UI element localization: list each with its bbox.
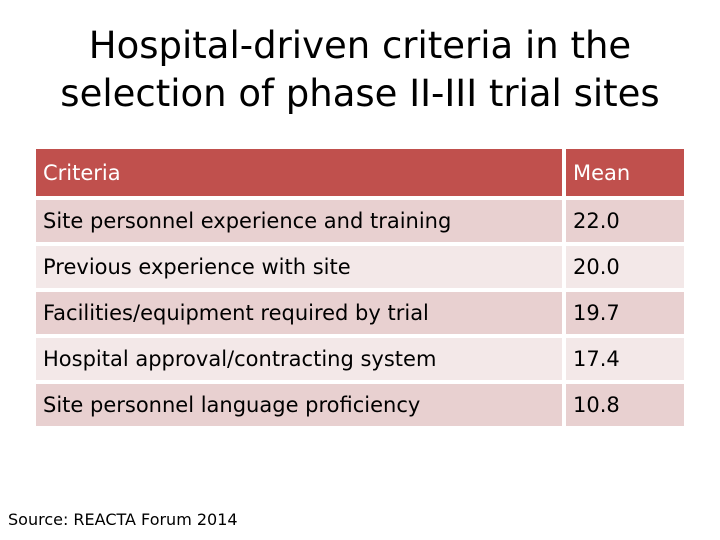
header-criteria: Criteria bbox=[36, 149, 564, 200]
slide-title-line-2: selection of phase II-III trial sites bbox=[60, 72, 660, 115]
slide-title: Hospital-driven criteria in the selectio… bbox=[0, 22, 720, 118]
table-header-row: Criteria Mean bbox=[36, 149, 684, 200]
criteria-cell: Facilities/equipment required by trial bbox=[36, 290, 564, 338]
mean-cell: 20.0 bbox=[562, 244, 684, 292]
criteria-cell: Previous experience with site bbox=[36, 244, 564, 292]
mean-cell: 19.7 bbox=[562, 290, 684, 338]
criteria-cell: Hospital approval/contracting system bbox=[36, 336, 564, 384]
criteria-table: Criteria Mean Site personnel experience … bbox=[36, 149, 684, 430]
criteria-cell: Site personnel experience and training bbox=[36, 198, 564, 246]
mean-cell: 17.4 bbox=[562, 336, 684, 384]
header-mean: Mean bbox=[562, 149, 684, 200]
criteria-cell: Site personnel language proficiency bbox=[36, 382, 564, 430]
table-row: Site personnel experience and training 2… bbox=[36, 198, 684, 246]
mean-cell: 10.8 bbox=[562, 382, 684, 430]
mean-cell: 22.0 bbox=[562, 198, 684, 246]
slide-title-line-1: Hospital-driven criteria in the bbox=[88, 24, 632, 67]
table-row: Hospital approval/contracting system 17.… bbox=[36, 336, 684, 384]
table-row: Previous experience with site 20.0 bbox=[36, 244, 684, 292]
table-row: Site personnel language proficiency 10.8 bbox=[36, 382, 684, 430]
source-note: Source: REACTA Forum 2014 bbox=[8, 510, 238, 529]
table-row: Facilities/equipment required by trial 1… bbox=[36, 290, 684, 338]
